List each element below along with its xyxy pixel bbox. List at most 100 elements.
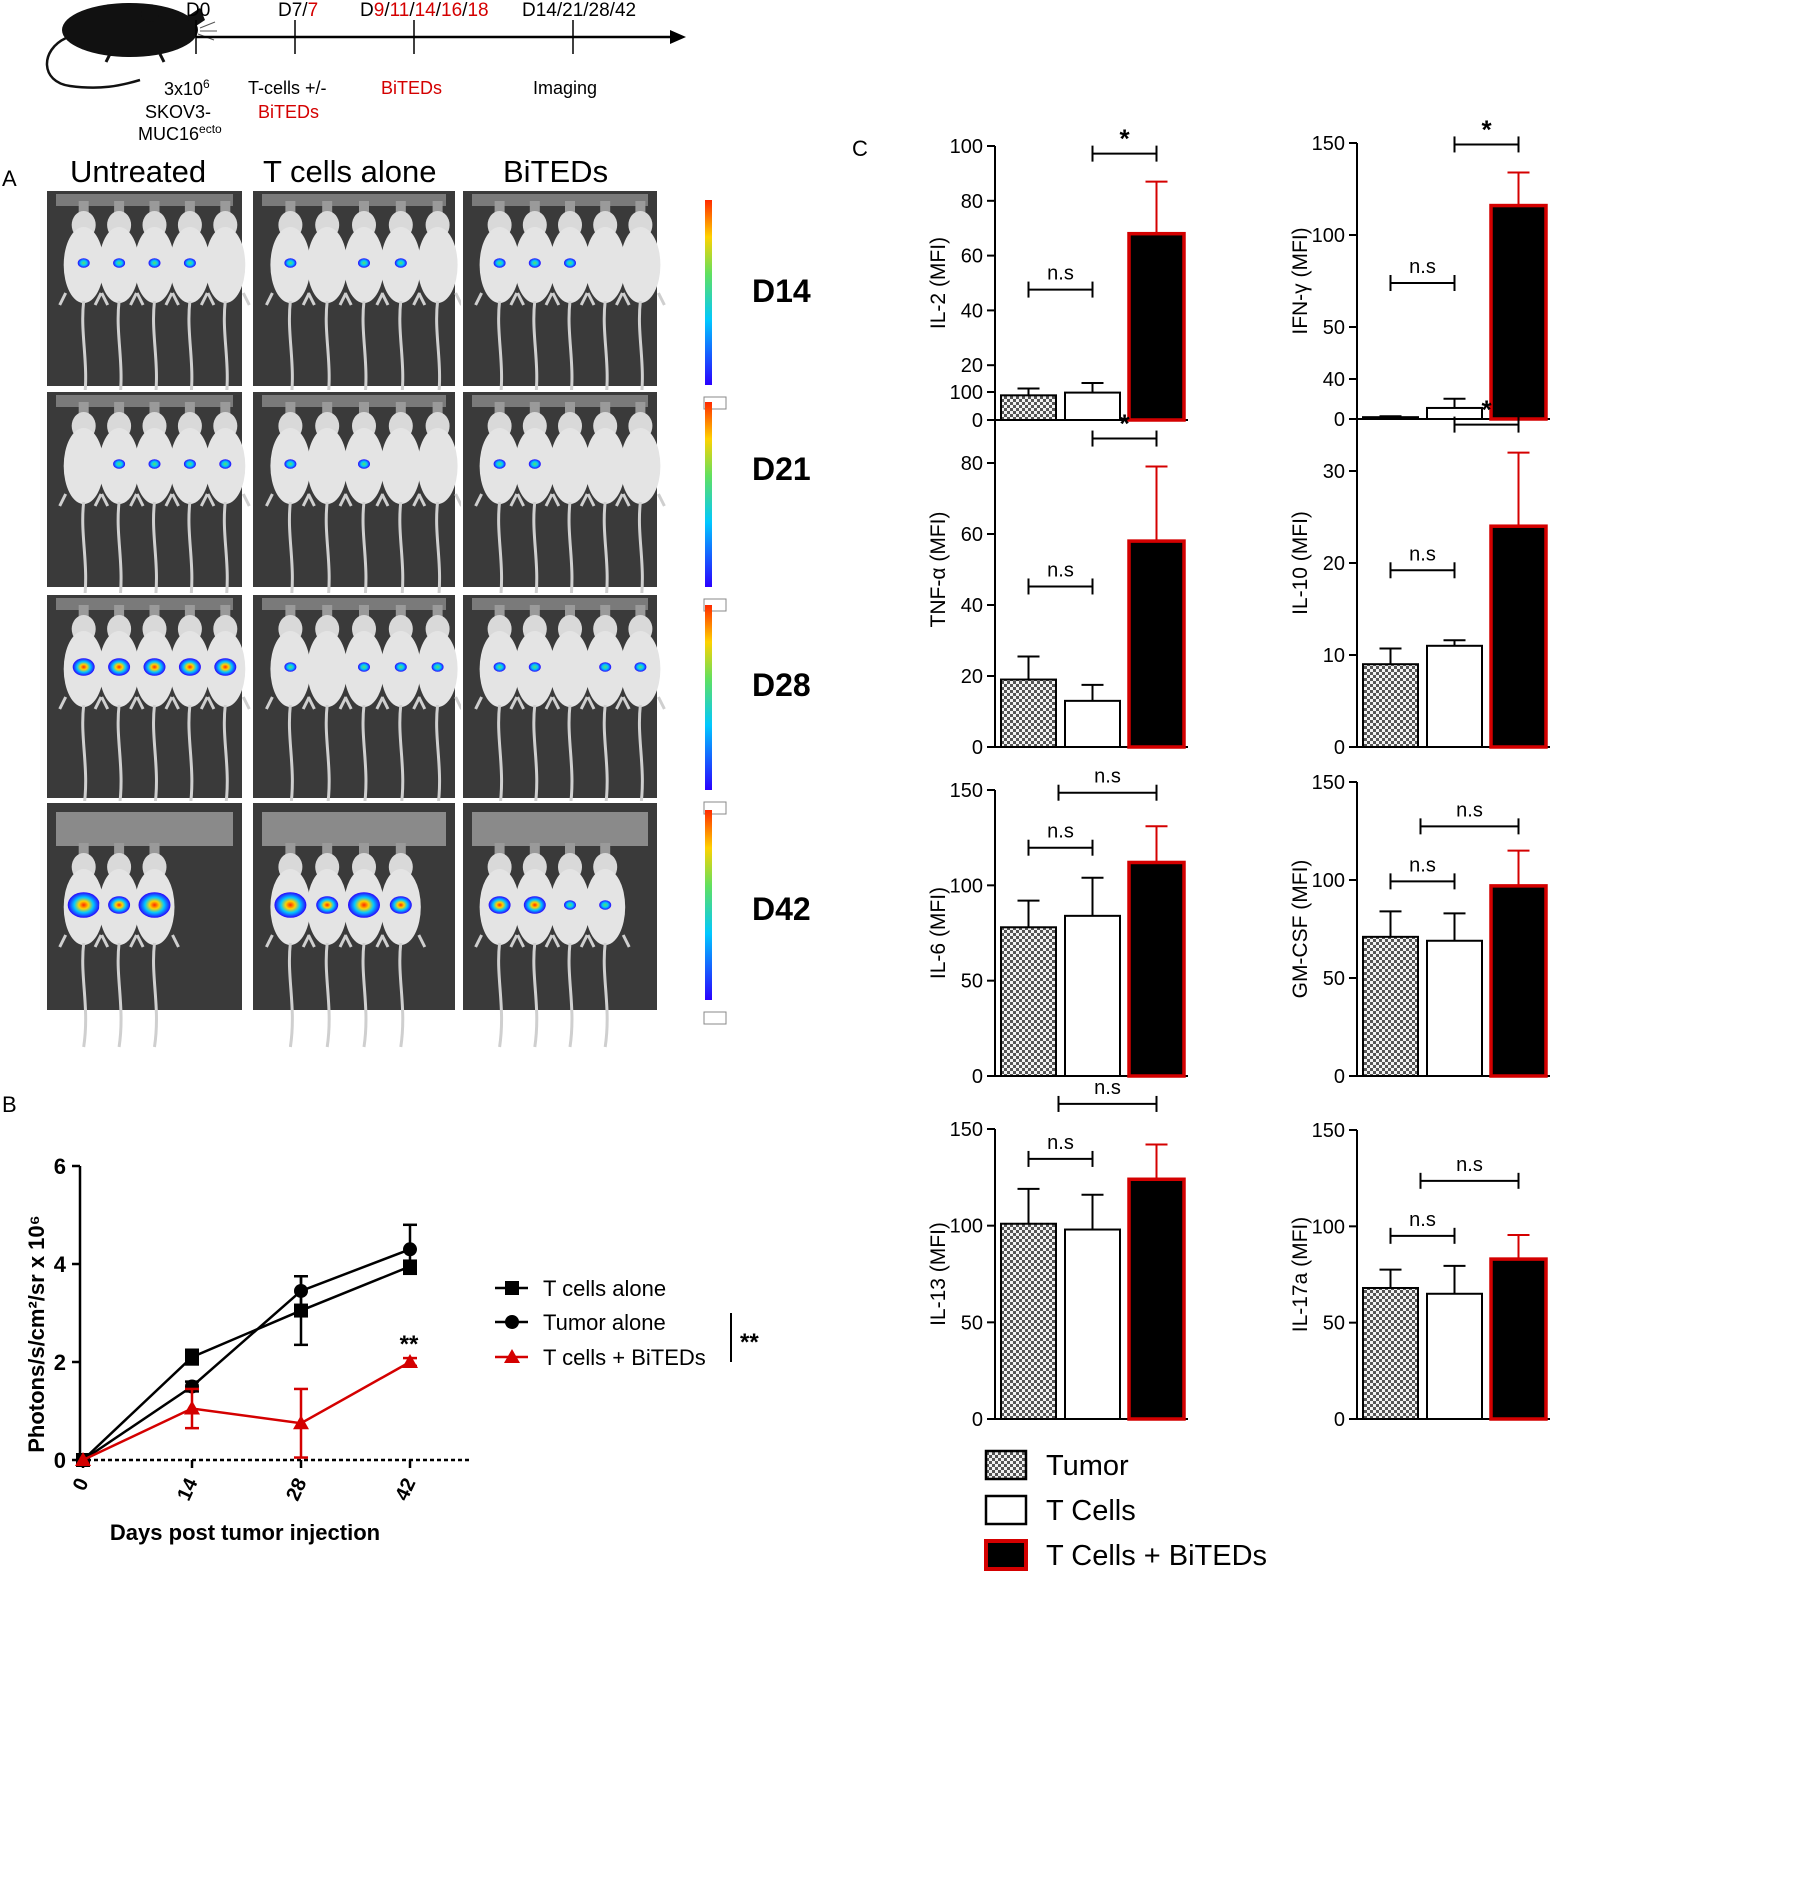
x-tick-label: 42 (391, 1475, 420, 1504)
bar-tumor (1000, 926, 1057, 1078)
y-tick-label: 2 (54, 1350, 66, 1375)
luminescence-signal (72, 658, 95, 676)
luminescence-signal (564, 900, 576, 910)
legend-circle-marker (505, 1315, 519, 1329)
luminescence-signal (148, 459, 161, 469)
y-tick-label: 0 (972, 1066, 983, 1088)
luminescence-signal (214, 658, 237, 676)
panel-b-letter: B (2, 1092, 17, 1117)
tcells-dose-label: T-cells +/- (248, 78, 327, 98)
luminescence-signal (599, 900, 612, 910)
bar-tumor (1362, 1286, 1419, 1421)
y-tick-label: 100 (950, 136, 983, 158)
bar-tumor (1362, 935, 1419, 1078)
luminescence-signal (316, 896, 339, 914)
line-chart-ylabel: Photons/s/cm²/sr x 10⁶ (24, 1215, 49, 1453)
legend-label-tumor: Tumor (1046, 1450, 1129, 1482)
data-point-triangle (184, 1400, 200, 1415)
cytokine-chart-il6: 0 50 100 150 IL-6 (MFI) n.s n.s (927, 766, 1188, 1088)
line-chart-xlabel: Days post tumor injection (110, 1520, 380, 1545)
luminescence-signal (488, 896, 511, 914)
y-tick-label: 150 (1312, 1120, 1345, 1142)
luminescence-signal (493, 258, 506, 268)
data-point-triangle (402, 1354, 418, 1368)
y-tick-label: 60 (961, 524, 983, 546)
luminescence-signal (389, 896, 412, 914)
cytokine-chart-il13: 0 50 100 150 IL-13 (MFI) n.s n.s (927, 1077, 1188, 1431)
luminescence-signal (528, 459, 541, 469)
bar-tcells-bited (1489, 884, 1548, 1078)
y-tick-label: 20 (1323, 553, 1345, 575)
y-tick-label: 0 (1334, 1066, 1345, 1088)
data-point-circle (294, 1283, 308, 1298)
luminescence-signal (528, 258, 541, 268)
cytokine-chart-gmcsf: 0 50 100 150 GM-CSF (MFI) n.s n.s (1289, 772, 1550, 1088)
injection-cell-line: SKOV3- (145, 102, 211, 122)
data-point-triangle (75, 1452, 91, 1466)
luminescence-signal (358, 662, 370, 672)
imaging-grid (45, 189, 666, 1049)
y-tick-label: 150 (950, 780, 983, 802)
y-axis-label: IFN-γ (MFI) (1289, 227, 1312, 334)
legend-swatch-tcells-bited (984, 1539, 1028, 1571)
luminescence-signal (528, 662, 541, 672)
bar-tumor (1000, 678, 1057, 748)
mouse-icon (45, 3, 217, 89)
y-tick-label: 0 (972, 410, 983, 432)
y-tick-label: 0 (1334, 737, 1345, 759)
y-tick-label: 50 (961, 1312, 983, 1334)
legend-significance: ** (740, 1329, 759, 1356)
series-line (82, 1360, 411, 1462)
luminescence-scale (705, 402, 712, 587)
column-header-untreated: Untreated (70, 154, 206, 189)
significance-label: n.s (1047, 821, 1074, 843)
bar-tcells (1426, 1292, 1483, 1421)
data-point-square (185, 1350, 199, 1365)
luminescence-signal (143, 658, 166, 676)
luminescence-signal (348, 892, 380, 918)
significance-label: * (1119, 409, 1130, 439)
y-tick-label: 6 (54, 1154, 66, 1179)
y-tick-label: 80 (961, 453, 983, 475)
day-label-d28: D28 (752, 667, 811, 703)
bar-tumor (1000, 1222, 1057, 1420)
y-tick-label: 4 (54, 1252, 67, 1277)
legend-label-tumor-alone: Tumor alone (543, 1310, 666, 1335)
luminescence-signal (284, 258, 297, 268)
day-label-d21: D21 (752, 451, 811, 487)
legend-swatch-tcells (984, 1494, 1028, 1526)
series-line (82, 1265, 411, 1461)
significance-label: n.s (1094, 766, 1121, 788)
y-tick-label: 0 (972, 737, 983, 759)
significance-label: n.s (1409, 256, 1436, 278)
injection-antigen: MUC16ecto (138, 122, 222, 140)
y-tick-label: 30 (1323, 461, 1345, 483)
panel-a-imaging: Untreated T cells alone BiTEDs D14 D21 D… (45, 154, 811, 1049)
luminescence-scale (705, 200, 712, 385)
y-axis-label: IL-13 (MFI) (927, 1222, 950, 1326)
imaging-stage-bar (56, 812, 233, 846)
luminescence-signal (67, 892, 100, 918)
panel-a-letter: A (2, 166, 17, 191)
y-tick-label: 0 (1334, 1409, 1345, 1431)
line-chart-legend: T cells alone Tumor alone T cells + BiTE… (495, 1276, 759, 1370)
day-label-d14: D14 (752, 273, 811, 309)
luminescence-signal (358, 459, 370, 469)
data-point-circle (403, 1242, 417, 1257)
significance-at-day42: ** (400, 1331, 419, 1358)
timeline-bited-days: D9/11/14/16/18 (360, 0, 489, 21)
significance-label: n.s (1456, 799, 1483, 821)
cytokine-chart-ifng: 0 50 100 150 IFN-γ (MFI) n.s * (1289, 120, 1550, 431)
luminescence-signal (274, 892, 307, 918)
significance-label: n.s (1409, 1209, 1436, 1231)
luminescence-signal (108, 658, 131, 676)
y-axis-label: IL-10 (MFI) (1289, 511, 1312, 615)
cytokine-chart-il2: 0 20 40 60 80 100 IL-2 (MFI) n.s * (927, 124, 1188, 432)
y-axis-label: TNF-α (MFI) (927, 512, 950, 628)
bar-tcells (1426, 939, 1483, 1078)
y-tick-label: 150 (1312, 772, 1345, 794)
cytokine-chart-il17a: 0 50 100 150 IL-17a (MFI) n.s n.s (1289, 1120, 1550, 1431)
y-tick-label: 50 (1323, 317, 1345, 339)
legend-label-tcells-alone: T cells alone (543, 1276, 666, 1301)
